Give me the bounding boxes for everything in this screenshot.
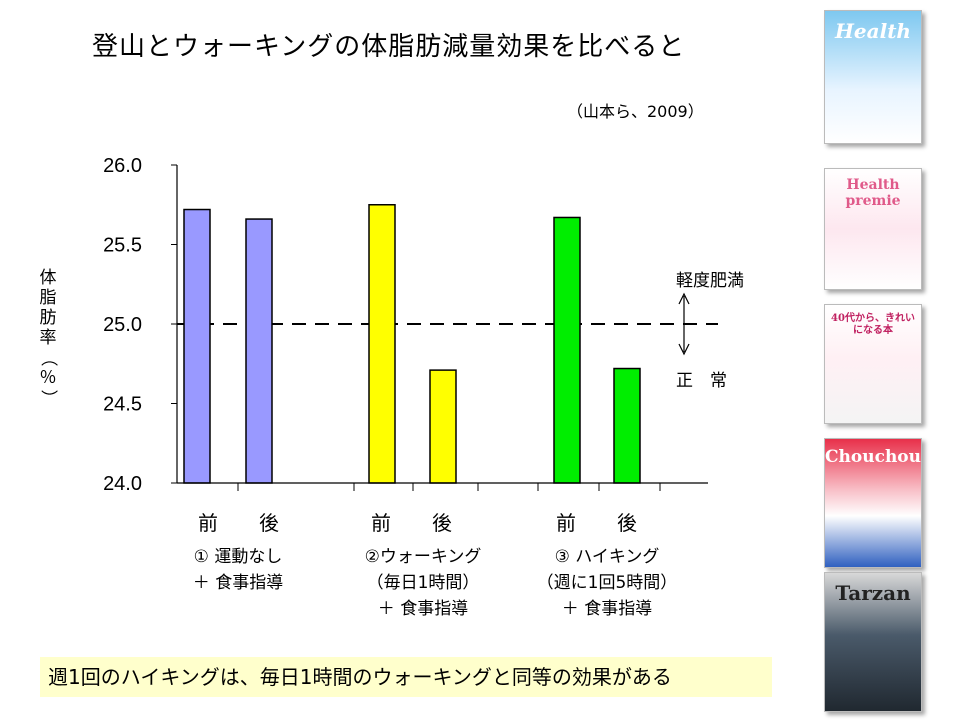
y-axis-label-char: 体 [39,268,57,288]
magazine-cover-tarzan: Tarzan [824,572,922,712]
zone-label-normal: 正 常 [676,371,727,391]
y-axis-label-char: 肪 [39,308,57,328]
group-caption-line: （毎日1時間） [366,573,480,593]
magazine-title: Health [835,19,911,43]
group-caption-walking: ②ウォーキング （毎日1時間） ＋ 食事指導 [365,544,482,622]
bar-label-after: 後 [617,511,637,535]
y-tick-label: 25.0 [103,314,142,336]
group-caption-line: ＋ 食事指導 [192,573,284,593]
zone-arrow-up-head [678,292,690,305]
bar [368,204,396,484]
citation: （山本ら、2009） [567,102,704,121]
y-tick-label: 25.5 [103,235,142,257]
y-axis-label: 体 脂 肪 率 （ ％ ） [36,268,60,408]
group-caption-line: （週に1回5時間） [536,573,678,593]
magazine-cover-premie: Health premie [824,168,922,290]
magazine-title: Health premie [845,177,901,209]
bar-label-after: 後 [259,511,279,535]
bar [553,216,581,484]
zone-arrow-down-head [678,343,690,356]
bar-label-after: 後 [432,511,452,535]
bar [183,208,211,484]
bar [429,369,457,484]
zone-label-mild-obesity: 軽度肥満 [676,271,744,291]
group-caption-line: ＋ 食事指導 [377,599,469,619]
y-tick-label: 24.5 [103,394,142,416]
magazine-title: Tarzan [835,581,911,605]
group-caption-line: ＋ 食事指導 [561,599,653,619]
bar [245,218,273,484]
group-caption-no-exercise: ① 運動なし ＋ 食事指導 [193,544,283,596]
chart-title: 登山とウォーキングの体脂肪減量効果を比べると [92,32,686,62]
magazine-cover-chouchou: Chouchou [824,438,922,568]
y-axis-label-char: 脂 [39,288,57,308]
magazine-cover-health: Health [824,10,922,144]
group-caption-hiking: ③ ハイキング （週に1回5時間） ＋ 食事指導 [537,544,678,622]
magazine-cover-40dai: 40代から、きれいになる本 [824,304,922,424]
y-tick-label: 24.0 [103,473,142,495]
bar-label-before: 前 [556,511,576,535]
magazine-title: Chouchou [825,447,921,467]
group-caption-line: ②ウォーキング [364,547,482,567]
bar [613,367,641,484]
group-caption-line: ③ ハイキング [554,547,660,567]
group-caption-line: ① 運動なし [193,547,283,567]
y-axis-label-char: 率 [39,328,57,348]
bar-label-before: 前 [371,511,391,535]
y-axis-label-char: ％ [39,368,57,388]
bar-label-before: 前 [198,511,218,535]
conclusion-box: 週1回のハイキングは、毎日1時間のウォーキングと同等の効果がある [40,657,772,697]
magazine-title: 40代から、きれいになる本 [831,313,915,336]
y-tick-label: 26.0 [103,155,142,177]
